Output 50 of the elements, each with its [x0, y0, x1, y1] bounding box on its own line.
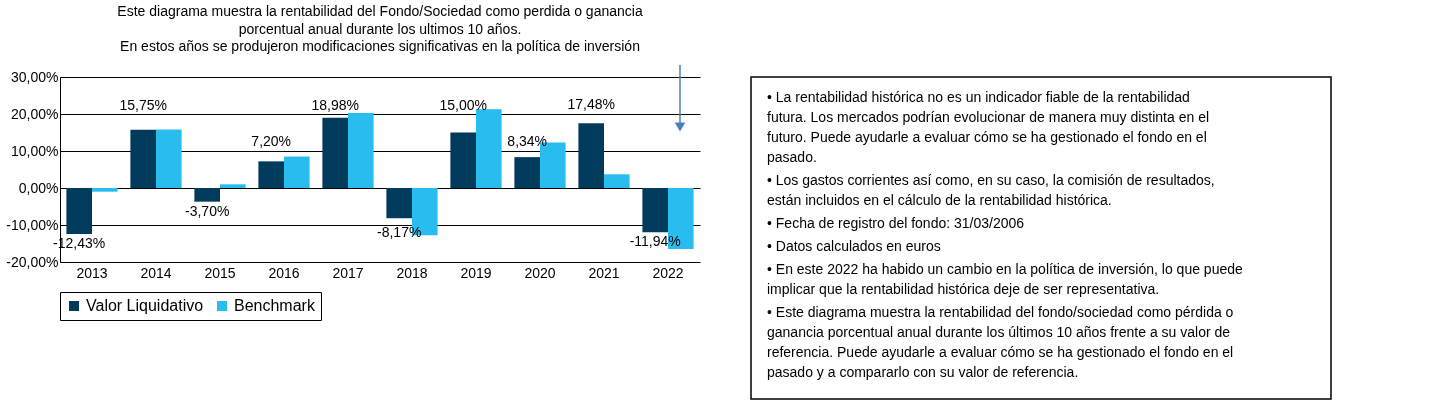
- bar: [322, 117, 348, 188]
- bar: [450, 132, 476, 188]
- bar: [194, 188, 220, 202]
- chart-title: Este diagrama muestra la rentabilidad del Fondo/Sociedad como perdida o ganancia porcentual anual durante los ultimos 10 años.: [117, 3, 643, 38]
- x-tick-label: 2020: [524, 264, 556, 281]
- x-tick-label: 2022: [652, 264, 684, 281]
- y-tick-label: 20,00%: [11, 105, 59, 122]
- x-tick-label: 2017: [332, 264, 364, 281]
- legend-label: Benchmark: [234, 297, 316, 314]
- x-tick-label: 2018: [396, 264, 428, 281]
- bar: [604, 174, 630, 188]
- y-tick-label: -10,00%: [6, 216, 59, 233]
- text: • Fecha de registro del fondo: 31/03/2006: [767, 215, 1025, 231]
- bar: [156, 129, 182, 188]
- y-tick-label: 0,00%: [18, 179, 59, 196]
- data-label: 15,75%: [119, 96, 167, 113]
- x-tick-label: 2021: [588, 264, 620, 281]
- x-tick-label: 2016: [268, 264, 300, 281]
- y-tick-label: -20,00%: [6, 253, 59, 270]
- bar: [642, 188, 668, 233]
- legend-label: Valor Liquidativo: [86, 297, 204, 314]
- x-tick-label: 2014: [140, 264, 172, 281]
- y-tick-label: 30,00%: [11, 68, 59, 85]
- bar: [130, 129, 156, 188]
- x-tick-label: 2013: [76, 264, 108, 281]
- bar: [578, 123, 604, 188]
- data-label: -8,17%: [377, 224, 422, 241]
- text: • Los gastos corrientes así como, en su caso, la comisión de resultados, están incluidos en el cálculo de la rentabilidad histórica.: [767, 172, 1215, 208]
- data-label: 15,00%: [439, 96, 487, 113]
- text: • Datos calculados en euros: [767, 238, 941, 254]
- bar: [258, 161, 284, 188]
- text: • La rentabilidad histórica no es un indicador fiable de la rentabilidad futura. Los mercados podrían evolucionar de manera muy distinta en el futuro. Puede ayudarle a evaluar cómo se ha gestionado el fondo en el pasado.: [767, 89, 1210, 165]
- bar: [66, 188, 92, 234]
- text: • En este 2022 ha habido un cambio en la política de inversión, lo que puede implicar que la rentabilidad histórica deje de ser representativa.: [767, 261, 1244, 297]
- bar: [92, 188, 118, 192]
- data-label: 17,48%: [567, 96, 615, 113]
- x-tick-label: 2015: [204, 264, 236, 281]
- data-label: -3,70%: [185, 202, 230, 219]
- data-label: 18,98%: [311, 96, 359, 113]
- chart-subtitle: En estos años se produjeron modificaciones significativas en la política de inversión: [120, 38, 640, 55]
- bar: [386, 188, 412, 219]
- bar: [220, 184, 246, 188]
- data-label: 8,34%: [507, 133, 548, 150]
- bar: [284, 156, 310, 188]
- x-tick-label: 2019: [460, 264, 492, 281]
- data-label: 7,20%: [251, 133, 292, 150]
- y-tick-label: 10,00%: [11, 142, 59, 159]
- bar: [348, 112, 374, 188]
- text: • Este diagrama muestra la rentabilidad del fondo/sociedad como pérdida o ganancia porcentual anual durante los últimos 10 años frente a su valor de referencia. Puede ayudarle a evaluar cómo se ha gestionado el fondo en el pasado y a compararlo con su valor de referencia.: [767, 304, 1234, 380]
- bar: [514, 157, 540, 188]
